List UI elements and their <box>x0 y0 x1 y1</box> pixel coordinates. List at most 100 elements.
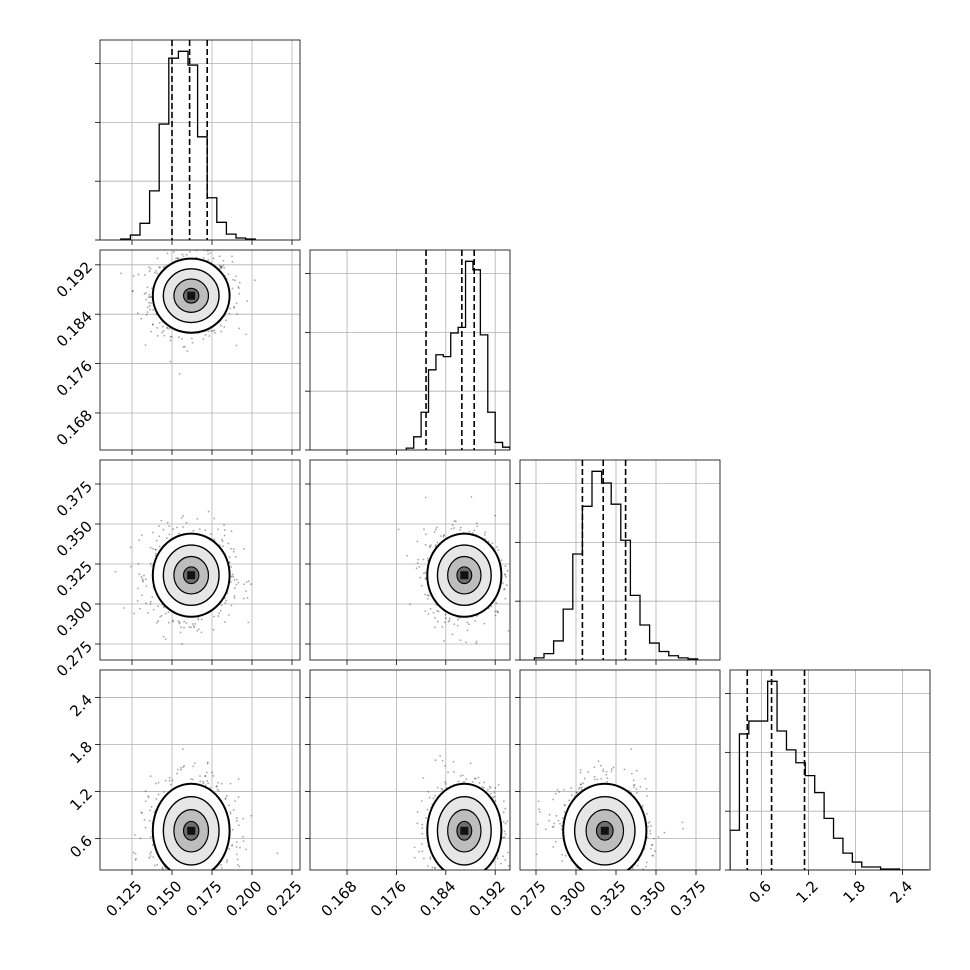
sample-point <box>158 535 161 538</box>
sample-point <box>213 329 216 332</box>
sample-point <box>180 768 183 771</box>
sample-point <box>426 597 429 600</box>
sample-point <box>231 573 234 576</box>
sample-point <box>151 531 154 534</box>
sample-point <box>429 857 432 860</box>
sample-point <box>169 360 172 363</box>
sample-point <box>204 334 207 336</box>
sample-point <box>159 266 162 269</box>
sample-point <box>218 612 220 614</box>
sample-point <box>137 587 139 590</box>
sample-point <box>225 880 227 882</box>
sample-point <box>470 496 473 498</box>
sample-point <box>234 279 236 282</box>
sample-point <box>422 776 425 779</box>
sample-point <box>228 804 230 807</box>
sample-point <box>232 550 235 553</box>
sample-point <box>406 554 409 557</box>
sample-point <box>470 880 472 882</box>
sample-point <box>447 771 449 774</box>
density-layer <box>132 748 279 882</box>
sample-point <box>151 844 154 846</box>
sample-point <box>422 857 425 860</box>
sample-point <box>472 876 474 878</box>
sample-point <box>471 888 473 890</box>
sample-point <box>558 879 560 881</box>
sample-point <box>160 519 163 522</box>
sample-point <box>457 884 459 886</box>
sample-point <box>143 574 145 577</box>
sample-point <box>512 576 514 578</box>
axes-frame <box>99 459 301 661</box>
sample-point <box>148 293 151 296</box>
sample-point <box>514 580 516 582</box>
sample-point <box>225 795 228 797</box>
sample-point <box>192 625 195 627</box>
sample-point <box>473 777 476 780</box>
sample-point <box>162 528 165 531</box>
sample-point <box>133 833 136 836</box>
sample-point <box>471 878 473 880</box>
sample-point <box>159 615 162 618</box>
sample-point <box>429 544 432 546</box>
sample-point <box>151 323 154 326</box>
sample-point <box>491 542 494 545</box>
sample-point <box>143 293 146 295</box>
sample-point <box>466 621 469 624</box>
sample-point <box>255 872 257 874</box>
sample-point <box>493 795 496 798</box>
sample-point <box>438 873 440 875</box>
sample-point <box>465 913 467 915</box>
sample-point <box>413 846 416 849</box>
sample-point <box>502 855 504 858</box>
sample-point <box>483 781 486 784</box>
sample-point <box>166 327 169 330</box>
sample-point <box>137 562 140 565</box>
sample-point <box>459 774 462 777</box>
sample-point <box>182 255 185 258</box>
sample-point <box>196 629 199 632</box>
sample-point <box>417 558 420 561</box>
sample-point <box>198 875 200 877</box>
sample-point <box>444 617 447 620</box>
sample-point <box>150 806 153 808</box>
sample-point <box>181 253 184 256</box>
sample-point <box>236 313 239 315</box>
sample-point <box>182 526 184 528</box>
density-peak <box>187 826 196 835</box>
sample-point <box>232 548 235 550</box>
sample-point <box>489 786 492 789</box>
sample-point <box>171 779 174 782</box>
sample-point <box>164 779 167 782</box>
sample-point <box>197 618 200 621</box>
sample-point <box>142 580 144 583</box>
sample-point <box>150 296 153 299</box>
sample-point <box>166 326 168 329</box>
sample-point <box>466 873 468 875</box>
sample-point <box>639 785 642 788</box>
sample-point <box>191 778 194 781</box>
sample-point <box>177 620 180 623</box>
sample-point <box>448 619 451 622</box>
sample-point <box>169 783 172 786</box>
sample-point <box>473 529 476 532</box>
density-layer <box>114 510 252 645</box>
sample-point <box>164 638 167 641</box>
sample-point <box>235 817 238 820</box>
sample-point <box>218 255 221 258</box>
sample-point <box>602 768 605 771</box>
sample-point <box>477 887 479 889</box>
sample-point <box>192 765 195 768</box>
sample-point <box>250 583 252 585</box>
sample-point <box>219 266 222 269</box>
sample-point <box>220 267 223 270</box>
sample-point <box>434 544 437 546</box>
y-tick-label: 0.325 <box>53 557 96 600</box>
sample-point <box>198 528 201 530</box>
sample-point <box>418 850 421 853</box>
sample-point <box>449 875 451 877</box>
sample-point <box>570 787 573 789</box>
sample-point <box>148 857 150 859</box>
sample-point <box>182 766 185 768</box>
sample-point <box>484 884 486 886</box>
